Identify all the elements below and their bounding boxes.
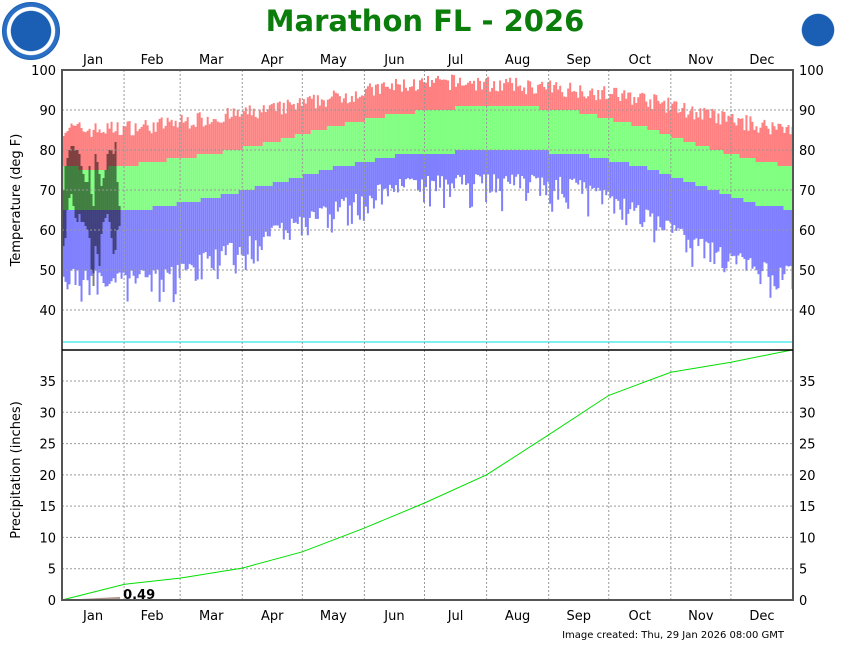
month-label-bottom: May bbox=[320, 609, 347, 624]
precip-ytick-right: 5 bbox=[799, 563, 807, 578]
month-label-top: Oct bbox=[629, 53, 651, 68]
month-label-bottom: Aug bbox=[505, 609, 530, 624]
temp-ytick-right: 40 bbox=[799, 304, 816, 319]
month-label-top: Apr bbox=[261, 53, 284, 68]
temp-ytick-right: 90 bbox=[799, 104, 816, 119]
month-label-top: Jun bbox=[383, 53, 404, 68]
month-label-top: Feb bbox=[141, 53, 164, 68]
precip-ytick-right: 0 bbox=[799, 594, 807, 609]
temp-ytick-right: 80 bbox=[799, 144, 816, 159]
nws-logo bbox=[790, 2, 846, 58]
precip-ytick-left: 0 bbox=[48, 594, 56, 609]
precip-axis-label: Precipitation (inches) bbox=[9, 401, 24, 539]
month-label-bottom: Mar bbox=[199, 609, 224, 624]
month-label-bottom: Feb bbox=[141, 609, 164, 624]
month-label-top: Mar bbox=[199, 53, 224, 68]
temp-ytick-left: 50 bbox=[39, 264, 56, 279]
temp-ytick-left: 70 bbox=[39, 184, 56, 199]
temp-ytick-right: 50 bbox=[799, 264, 816, 279]
month-label-top: Aug bbox=[505, 53, 530, 68]
precip-ytick-right: 30 bbox=[799, 406, 816, 421]
temp-ytick-left: 60 bbox=[39, 224, 56, 239]
month-label-bottom: Dec bbox=[749, 609, 774, 624]
month-label-top: Dec bbox=[749, 53, 774, 68]
month-label-bottom: Sep bbox=[566, 609, 591, 624]
month-label-bottom: Apr bbox=[261, 609, 284, 624]
precip-ytick-right: 15 bbox=[799, 500, 816, 515]
precip-ytick-left: 25 bbox=[39, 438, 56, 453]
noaa-logo bbox=[2, 2, 60, 60]
temp-ytick-left: 100 bbox=[31, 64, 56, 79]
month-label-top: Jul bbox=[447, 53, 464, 68]
temp-ytick-left: 40 bbox=[39, 304, 56, 319]
temp-ytick-right: 70 bbox=[799, 184, 816, 199]
image-created-text: Image created: Thu, 29 Jan 2026 08:00 GM… bbox=[562, 630, 784, 641]
precip-ytick-left: 5 bbox=[48, 563, 56, 578]
month-label-bottom: Jan bbox=[82, 609, 103, 624]
plot-frame bbox=[61, 69, 794, 601]
month-label-top: May bbox=[320, 53, 347, 68]
precip-ytick-left: 35 bbox=[39, 375, 56, 390]
month-label-top: Sep bbox=[566, 53, 591, 68]
temp-ytick-left: 80 bbox=[39, 144, 56, 159]
precip-ytick-left: 10 bbox=[39, 531, 56, 546]
month-label-bottom: Jul bbox=[447, 609, 464, 624]
month-label-bottom: Jun bbox=[383, 609, 404, 624]
precip-ytick-left: 20 bbox=[39, 469, 56, 484]
month-label-top: Nov bbox=[688, 53, 714, 68]
precip-ytick-right: 25 bbox=[799, 438, 816, 453]
temp-ytick-right: 100 bbox=[799, 64, 824, 79]
precip-ytick-right: 20 bbox=[799, 469, 816, 484]
chart-title: Marathon FL - 2026 bbox=[265, 4, 585, 38]
month-label-bottom: Nov bbox=[688, 609, 714, 624]
month-label-bottom: Oct bbox=[629, 609, 651, 624]
temp-axis-label: Temperature (deg F) bbox=[9, 134, 24, 268]
temp-ytick-right: 60 bbox=[799, 224, 816, 239]
precip-ytick-right: 10 bbox=[799, 531, 816, 546]
precip-ytick-left: 30 bbox=[39, 406, 56, 421]
month-label-top: Jan bbox=[82, 53, 103, 68]
temp-ytick-left: 90 bbox=[39, 104, 56, 119]
precip-ytick-right: 35 bbox=[799, 375, 816, 390]
precip-ytick-left: 15 bbox=[39, 500, 56, 515]
normal-precip-line bbox=[61, 349, 794, 601]
